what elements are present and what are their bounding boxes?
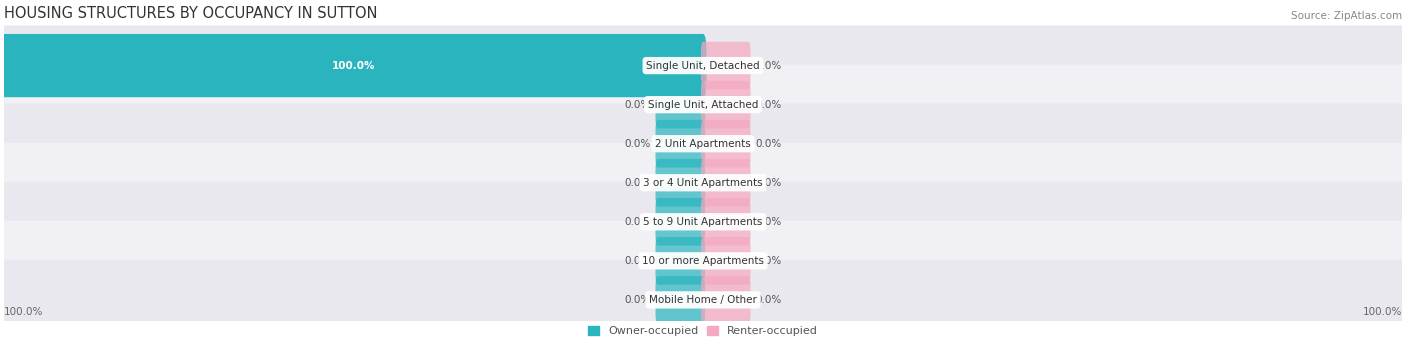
FancyBboxPatch shape <box>655 276 704 324</box>
FancyBboxPatch shape <box>702 198 751 246</box>
FancyBboxPatch shape <box>702 237 751 285</box>
Text: 0.0%: 0.0% <box>624 256 651 266</box>
FancyBboxPatch shape <box>0 34 706 97</box>
Text: 0.0%: 0.0% <box>755 139 782 149</box>
FancyBboxPatch shape <box>655 237 704 285</box>
FancyBboxPatch shape <box>0 182 1406 262</box>
FancyBboxPatch shape <box>655 81 704 129</box>
FancyBboxPatch shape <box>702 159 751 207</box>
FancyBboxPatch shape <box>702 81 751 129</box>
FancyBboxPatch shape <box>0 143 1406 223</box>
Text: 3 or 4 Unit Apartments: 3 or 4 Unit Apartments <box>643 178 763 188</box>
Text: 0.0%: 0.0% <box>755 100 782 110</box>
FancyBboxPatch shape <box>655 159 704 207</box>
Text: 5 to 9 Unit Apartments: 5 to 9 Unit Apartments <box>644 217 762 227</box>
Text: 0.0%: 0.0% <box>624 217 651 227</box>
FancyBboxPatch shape <box>0 26 1406 106</box>
Text: 100.0%: 100.0% <box>4 308 44 317</box>
FancyBboxPatch shape <box>0 104 1406 184</box>
Text: 100.0%: 100.0% <box>1362 308 1402 317</box>
FancyBboxPatch shape <box>655 120 704 167</box>
FancyBboxPatch shape <box>702 276 751 324</box>
FancyBboxPatch shape <box>0 64 1406 145</box>
Text: Single Unit, Detached: Single Unit, Detached <box>647 61 759 71</box>
Text: Single Unit, Attached: Single Unit, Attached <box>648 100 758 110</box>
Text: Mobile Home / Other: Mobile Home / Other <box>650 295 756 305</box>
Text: 0.0%: 0.0% <box>624 139 651 149</box>
Text: 10 or more Apartments: 10 or more Apartments <box>643 256 763 266</box>
Text: 0.0%: 0.0% <box>755 217 782 227</box>
Text: 0.0%: 0.0% <box>624 100 651 110</box>
Text: 0.0%: 0.0% <box>755 295 782 305</box>
Text: 0.0%: 0.0% <box>624 295 651 305</box>
Legend: Owner-occupied, Renter-occupied: Owner-occupied, Renter-occupied <box>583 322 823 341</box>
Text: HOUSING STRUCTURES BY OCCUPANCY IN SUTTON: HOUSING STRUCTURES BY OCCUPANCY IN SUTTO… <box>4 6 378 21</box>
FancyBboxPatch shape <box>702 42 751 89</box>
FancyBboxPatch shape <box>655 198 704 246</box>
FancyBboxPatch shape <box>0 260 1406 340</box>
FancyBboxPatch shape <box>702 120 751 167</box>
Text: 0.0%: 0.0% <box>755 61 782 71</box>
Text: Source: ZipAtlas.com: Source: ZipAtlas.com <box>1291 11 1402 21</box>
Text: 0.0%: 0.0% <box>624 178 651 188</box>
Text: 0.0%: 0.0% <box>755 178 782 188</box>
Text: 100.0%: 100.0% <box>332 61 375 71</box>
Text: 2 Unit Apartments: 2 Unit Apartments <box>655 139 751 149</box>
Text: 0.0%: 0.0% <box>755 256 782 266</box>
FancyBboxPatch shape <box>0 221 1406 301</box>
